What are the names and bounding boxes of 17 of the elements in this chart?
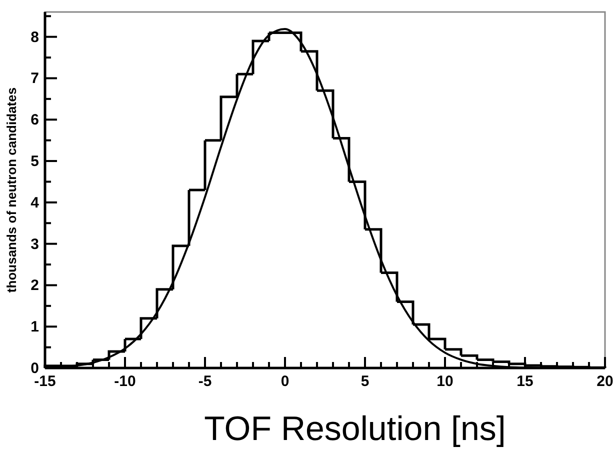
x-tick-label: -10 — [114, 373, 136, 390]
x-tick-label: 5 — [360, 373, 370, 390]
y-tick-label: 3 — [30, 236, 39, 253]
y-tick-label: 2 — [30, 277, 39, 294]
y-tick-label: 1 — [30, 318, 39, 336]
x-tick-label: 15 — [516, 373, 534, 390]
x-tick-label: -5 — [198, 373, 212, 390]
y-axis-title: thousands of neutron candidates — [4, 87, 19, 293]
y-tick-label: 8 — [30, 28, 39, 46]
y-tick-label: 6 — [30, 112, 39, 129]
x-axis-title: TOF Resolution [ns] — [204, 410, 506, 448]
x-tick-label: 20 — [596, 373, 614, 390]
y-tick-label: 7 — [30, 70, 39, 88]
x-tick-label: 10 — [436, 373, 454, 390]
x-tick-label: 0 — [280, 373, 290, 390]
y-tick-label: 5 — [30, 153, 39, 170]
y-tick-label: 4 — [30, 194, 40, 212]
